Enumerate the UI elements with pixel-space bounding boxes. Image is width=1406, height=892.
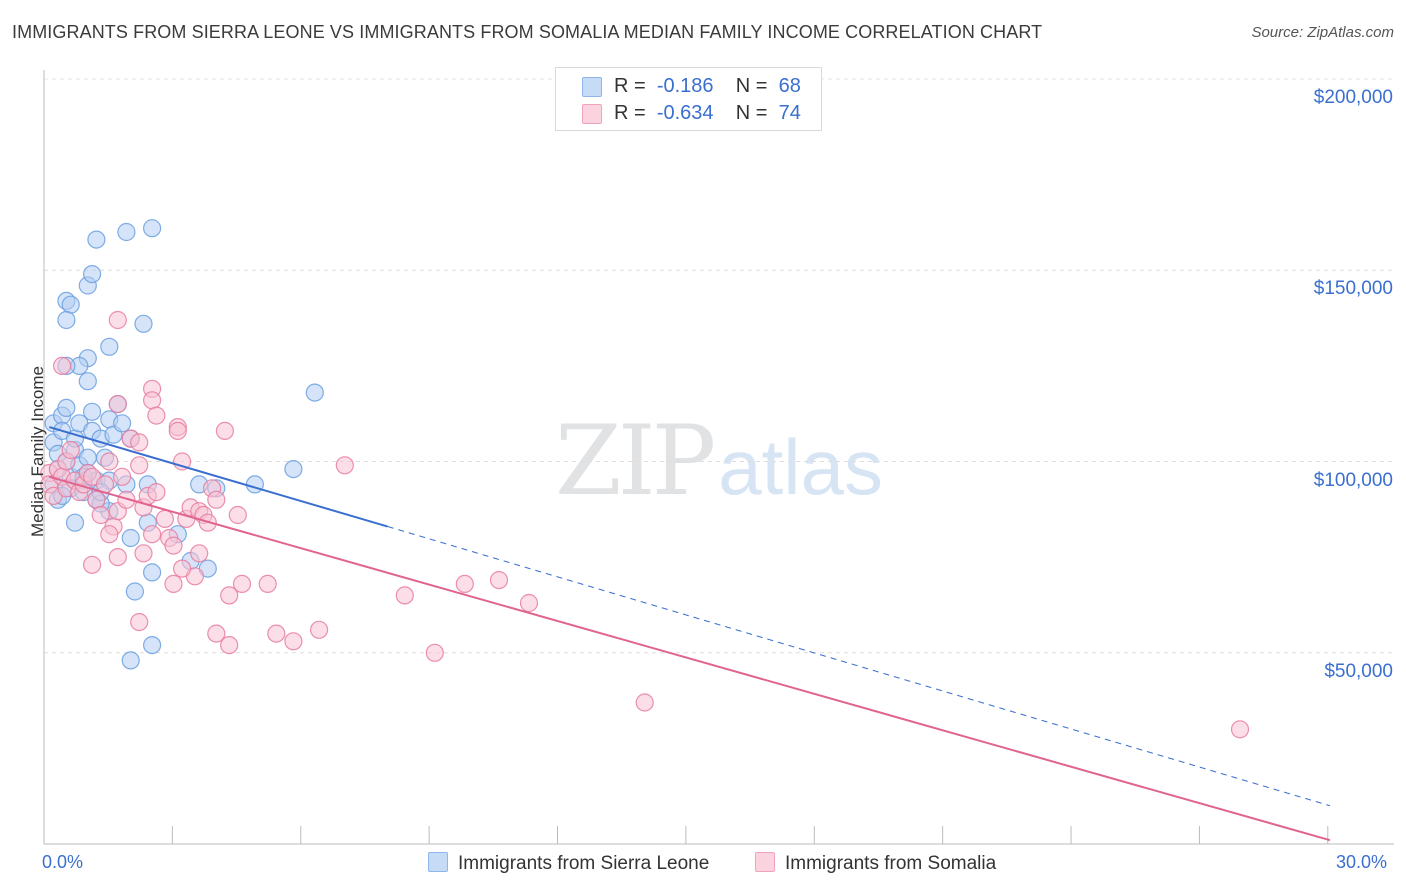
- point-sierra-leone: [57, 310, 76, 330]
- point-somalia: [155, 509, 174, 529]
- point-sierra-leone: [78, 372, 97, 391]
- point-somalia: [207, 624, 226, 643]
- point-somalia: [108, 395, 127, 414]
- point-sierra-leone: [78, 448, 97, 467]
- point-somalia: [310, 620, 329, 639]
- point-sierra-leone: [100, 337, 119, 356]
- point-somalia: [455, 574, 474, 594]
- bottom-legend-swatch-somalia: [755, 852, 775, 872]
- point-somalia: [267, 624, 286, 643]
- point-somalia: [190, 544, 209, 563]
- point-somalia: [130, 456, 149, 475]
- point-somalia: [215, 421, 234, 440]
- point-sierra-leone: [87, 230, 106, 249]
- point-somalia: [52, 356, 72, 375]
- point-somalia: [207, 490, 226, 509]
- point-sierra-leone: [143, 635, 162, 655]
- point-sierra-leone: [121, 528, 140, 548]
- y-tick-label-50000: $50,000: [1324, 660, 1393, 682]
- point-somalia: [519, 593, 539, 613]
- legend-text-sierra-leone: R = -0.186 N = 68: [614, 75, 801, 97]
- point-somalia: [91, 505, 110, 525]
- point-sierra-leone: [125, 582, 144, 601]
- point-somalia: [87, 490, 106, 509]
- x-tick-label-min: 0.0%: [42, 852, 84, 872]
- point-somalia: [228, 505, 247, 525]
- point-somalia: [258, 574, 277, 594]
- point-sierra-leone: [65, 513, 85, 532]
- point-somalia: [61, 440, 80, 460]
- trend-line-extension-sierra-leone: [387, 526, 1331, 807]
- point-somalia: [635, 693, 654, 712]
- point-sierra-leone: [134, 314, 153, 333]
- point-somalia: [112, 467, 132, 486]
- legend-swatch-sierra-leone: [582, 77, 602, 97]
- point-sierra-leone: [112, 414, 132, 433]
- y-axis-title: Median Family Income: [28, 365, 47, 537]
- point-sierra-leone: [143, 563, 162, 582]
- chart-title: IMMIGRANTS FROM SIERRA LEONE VS IMMIGRAN…: [12, 22, 1043, 42]
- x-tick-label-max: 30.0%: [1336, 852, 1388, 872]
- point-sierra-leone: [284, 460, 303, 479]
- point-sierra-leone: [61, 295, 80, 314]
- point-somalia: [147, 483, 166, 502]
- point-somalia: [425, 643, 444, 662]
- point-sierra-leone: [121, 651, 140, 670]
- trend-line-sierra-leone: [49, 426, 388, 528]
- point-somalia: [164, 536, 183, 555]
- bottom-legend-somalia: Immigrants from Somalia: [755, 852, 996, 875]
- watermark-atlas: atlas: [718, 423, 883, 511]
- point-somalia: [134, 544, 153, 563]
- point-somalia: [395, 586, 414, 605]
- point-somalia: [108, 310, 127, 330]
- point-sierra-leone: [82, 265, 102, 284]
- y-tick-label-150000: $150,000: [1313, 278, 1393, 300]
- point-somalia: [117, 490, 136, 509]
- point-sierra-leone: [82, 402, 102, 421]
- point-sierra-leone: [245, 475, 264, 494]
- y-tick-label-100000: $100,000: [1313, 469, 1393, 491]
- point-sierra-leone: [117, 222, 136, 242]
- point-somalia: [1230, 720, 1250, 739]
- point-somalia: [220, 586, 239, 605]
- point-somalia: [108, 547, 127, 567]
- point-somalia: [232, 574, 252, 594]
- point-somalia: [147, 406, 166, 425]
- bottom-legend-sierra-leone: Immigrants from Sierra Leone: [428, 852, 709, 875]
- y-tick-label-200000: $200,000: [1313, 87, 1393, 108]
- legend-text-somalia: R = -0.634 N = 74: [614, 102, 801, 124]
- bottom-legend-swatch-sierra-leone: [428, 852, 448, 872]
- point-somalia: [130, 433, 149, 452]
- point-somalia: [284, 632, 303, 651]
- point-somalia: [82, 555, 102, 574]
- correlation-legend: R = -0.186 N = 68 R = -0.634 N = 74: [555, 67, 822, 131]
- point-somalia: [168, 421, 187, 440]
- point-somalia: [335, 456, 354, 475]
- point-sierra-leone: [143, 219, 162, 238]
- point-somalia: [100, 452, 119, 471]
- point-somalia: [130, 612, 149, 632]
- legend-swatch-somalia: [582, 104, 602, 124]
- source-label: Source: ZipAtlas.com: [1251, 24, 1394, 41]
- point-somalia: [143, 525, 162, 544]
- point-somalia: [143, 391, 162, 410]
- point-somalia: [100, 525, 119, 544]
- point-somalia: [489, 570, 509, 590]
- point-somalia: [173, 559, 192, 578]
- point-somalia: [220, 635, 239, 655]
- point-somalia: [164, 574, 183, 594]
- trend-line-somalia: [49, 475, 1331, 842]
- point-sierra-leone: [305, 383, 324, 402]
- point-sierra-leone: [57, 398, 76, 417]
